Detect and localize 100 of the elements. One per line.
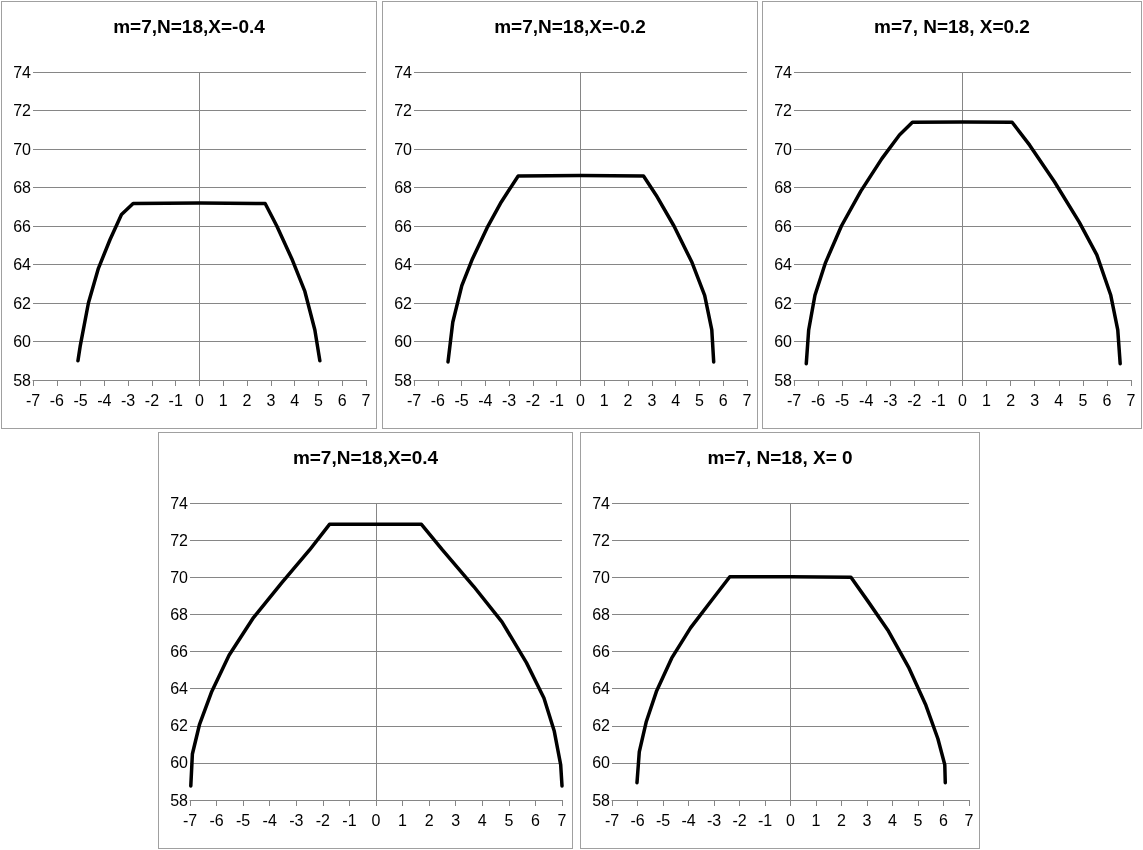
x-tick-label: 1 bbox=[398, 811, 408, 829]
x-tick-label: 4 bbox=[477, 811, 487, 829]
x-tick-label: 2 bbox=[623, 391, 633, 409]
x-tick-label: -5 bbox=[454, 391, 469, 409]
x-tick-label: -1 bbox=[757, 811, 773, 829]
x-tick-label: 4 bbox=[888, 811, 898, 829]
x-tick-label: 0 bbox=[371, 811, 381, 829]
x-tick-label: 2 bbox=[242, 391, 252, 409]
x-tick-label: -7 bbox=[182, 811, 198, 829]
x-tick-label: -2 bbox=[732, 811, 747, 829]
y-tick-label: 60 bbox=[13, 333, 32, 350]
x-tick-label: -2 bbox=[144, 391, 160, 409]
y-tick-label: 66 bbox=[592, 643, 611, 660]
x-tick-label: -5 bbox=[835, 391, 850, 409]
y-tick-label: 72 bbox=[774, 102, 793, 119]
y-tick-label: 62 bbox=[774, 294, 793, 312]
x-tick-label: -5 bbox=[236, 811, 251, 829]
x-tick-label: -1 bbox=[931, 391, 946, 409]
x-tick-label: 6 bbox=[718, 391, 728, 409]
x-tick-label: -3 bbox=[883, 391, 898, 409]
y-tick-label: 68 bbox=[592, 605, 611, 623]
x-tick-label: 1 bbox=[218, 391, 228, 409]
x-tick-label: 2 bbox=[424, 811, 434, 829]
y-tick-label: 68 bbox=[394, 179, 413, 196]
x-tick-label: 0 bbox=[576, 391, 586, 409]
x-tick-label: 5 bbox=[694, 391, 704, 409]
y-tick-label: 58 bbox=[170, 791, 189, 809]
x-tick-label: 4 bbox=[290, 391, 300, 409]
y-tick-label: 68 bbox=[13, 179, 32, 196]
x-tick-label: -2 bbox=[907, 391, 922, 409]
x-tick-label: 0 bbox=[195, 391, 205, 409]
x-tick-label: -3 bbox=[121, 391, 136, 409]
y-tick-label: 70 bbox=[13, 140, 32, 158]
y-tick-label: 72 bbox=[13, 102, 32, 119]
x-tick-label: 3 bbox=[1030, 391, 1040, 409]
y-tick-label: 68 bbox=[774, 179, 793, 196]
x-tick-label: -2 bbox=[315, 811, 331, 829]
x-tick-label: 3 bbox=[266, 391, 276, 409]
x-tick-label: -4 bbox=[859, 391, 874, 409]
y-tick-label: 70 bbox=[592, 568, 611, 586]
y-tick-label: 68 bbox=[170, 605, 189, 623]
x-tick-label: 6 bbox=[530, 811, 540, 829]
x-tick-label: -7 bbox=[25, 391, 41, 409]
x-tick-label: -4 bbox=[478, 391, 493, 409]
y-tick-label: 74 bbox=[170, 494, 189, 512]
x-tick-label: 4 bbox=[671, 391, 681, 409]
y-tick-label: 74 bbox=[394, 63, 413, 81]
x-tick-label: 2 bbox=[1006, 391, 1016, 409]
y-tick-label: 64 bbox=[592, 680, 611, 698]
y-tick-label: 60 bbox=[774, 333, 793, 350]
y-tick-label: 66 bbox=[774, 217, 793, 235]
y-tick-label: 58 bbox=[394, 371, 413, 389]
x-tick-label: -5 bbox=[73, 391, 88, 409]
y-tick-label: 58 bbox=[13, 371, 32, 389]
y-tick-label: 62 bbox=[592, 717, 611, 735]
y-tick-label: 62 bbox=[13, 294, 32, 312]
x-tick-label: 6 bbox=[939, 811, 949, 829]
y-tick-label: 74 bbox=[592, 494, 611, 512]
x-tick-label: -7 bbox=[604, 811, 620, 829]
y-tick-label: 70 bbox=[394, 140, 413, 158]
x-tick-label: 7 bbox=[1126, 391, 1136, 409]
y-tick-label: 60 bbox=[170, 754, 189, 772]
x-tick-label: -1 bbox=[342, 811, 357, 829]
y-tick-label: 72 bbox=[592, 531, 611, 549]
x-tick-label: -1 bbox=[168, 391, 183, 409]
x-tick-label: 2 bbox=[837, 811, 847, 829]
y-tick-label: 70 bbox=[170, 568, 189, 586]
x-tick-label: -7 bbox=[406, 391, 422, 409]
x-tick-label: 1 bbox=[982, 391, 992, 409]
x-tick-label: 4 bbox=[1054, 391, 1064, 409]
y-tick-label: 64 bbox=[13, 256, 32, 273]
y-tick-label: 60 bbox=[592, 754, 611, 772]
x-tick-label: -1 bbox=[549, 391, 564, 409]
chart-title: m=7,N=18,X=-0.2 bbox=[494, 16, 646, 37]
y-tick-label: 62 bbox=[170, 717, 189, 735]
x-tick-label: 0 bbox=[958, 391, 968, 409]
x-tick-label: -6 bbox=[430, 391, 445, 409]
y-tick-label: 66 bbox=[13, 217, 32, 235]
x-tick-label: 3 bbox=[862, 811, 872, 829]
x-tick-label: 5 bbox=[1078, 391, 1088, 409]
x-tick-label: -6 bbox=[810, 391, 826, 409]
x-tick-label: 7 bbox=[557, 811, 567, 829]
x-tick-label: 7 bbox=[742, 391, 752, 409]
chart-title: m=7,N=18,X=0.4 bbox=[292, 447, 439, 468]
x-tick-label: 3 bbox=[647, 391, 657, 409]
y-tick-label: 64 bbox=[774, 256, 793, 273]
chart-title: m=7, N=18, X= 0 bbox=[707, 447, 853, 468]
x-tick-label: -2 bbox=[525, 391, 541, 409]
x-tick-label: -4 bbox=[262, 811, 277, 829]
x-tick-label: 0 bbox=[786, 811, 796, 829]
y-tick-label: 58 bbox=[592, 791, 611, 809]
y-tick-label: 70 bbox=[774, 140, 793, 158]
x-tick-label: 3 bbox=[451, 811, 461, 829]
x-tick-label: -5 bbox=[655, 811, 671, 829]
y-tick-label: 72 bbox=[170, 531, 189, 549]
y-tick-label: 64 bbox=[394, 256, 413, 273]
x-tick-label: -3 bbox=[289, 811, 304, 829]
y-tick-label: 60 bbox=[394, 333, 413, 350]
y-tick-label: 74 bbox=[13, 63, 32, 81]
x-tick-label: 1 bbox=[811, 811, 821, 829]
